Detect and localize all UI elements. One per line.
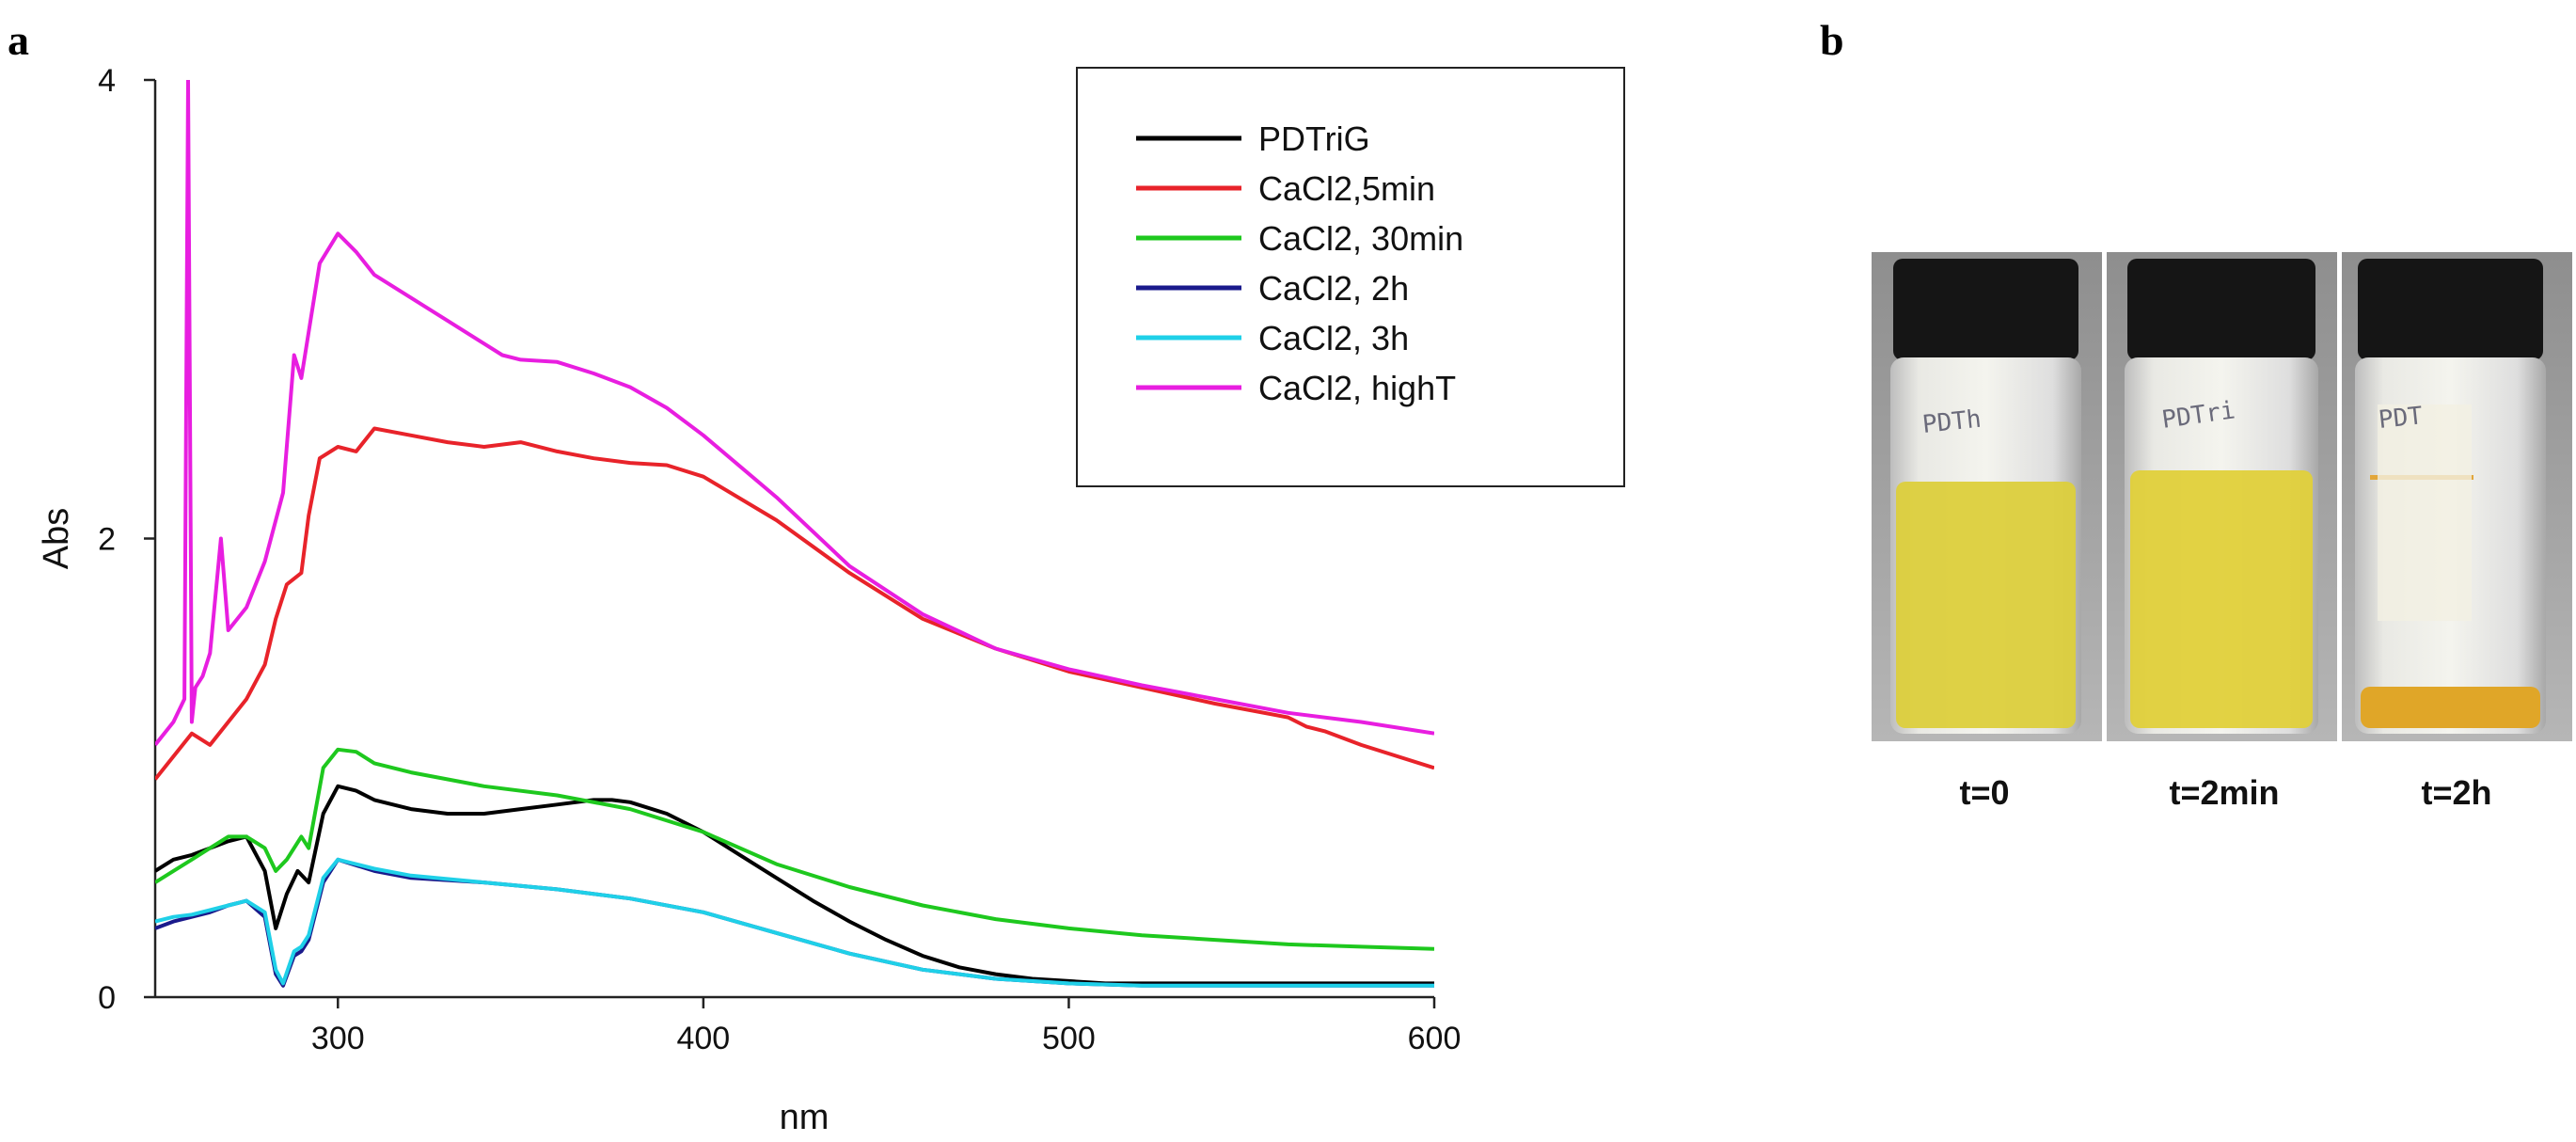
legend-entry-5: CaCl2, highT (1258, 369, 1456, 407)
caption-t2min: t=2min (2169, 773, 2279, 812)
x-axis-label: nm (780, 1098, 830, 1137)
y-axis-label: Abs (37, 508, 76, 569)
legend-entry-4: CaCl2, 3h (1258, 319, 1409, 357)
absorbance-chart: 300 400 500 600 0 2 4 Abs nm PDTriG CaCl2,5min C… (37, 63, 1625, 1137)
caption-t0: t=0 (1959, 773, 2009, 812)
vial-cap (2127, 259, 2315, 360)
legend-entry-1: CaCl2,5min (1258, 169, 1435, 208)
panel-label-a: a (8, 16, 29, 64)
panel-label-b: b (1820, 16, 1844, 64)
x-tick-label: 300 (311, 1021, 365, 1056)
legend-entry-0: PDTriG (1258, 119, 1370, 158)
vial-label-note: PDTh (1921, 405, 1983, 439)
series-line-2 (155, 747, 1434, 951)
vial-liquid (1896, 482, 2076, 728)
vial-photo-t0: PDTh (1872, 252, 2102, 741)
chart-axes: 300 400 500 600 0 2 4 (98, 63, 1461, 1056)
x-tick-label: 600 (1408, 1021, 1462, 1056)
series-line-1 (155, 426, 1434, 781)
x-tick-label: 500 (1042, 1021, 1096, 1056)
series-line-0 (155, 784, 1434, 986)
vial-liquid (2130, 470, 2313, 728)
vial-photo-t2h: PDT (2342, 252, 2572, 741)
series-layer (155, 80, 1434, 988)
vial-photo-t2min: PDTri (2107, 252, 2337, 741)
y-tick-label: 2 (98, 522, 116, 558)
y-tick-label: 0 (98, 980, 116, 1016)
y-tick-label: 4 (98, 63, 116, 99)
vial-photos: PDTh PDTri PDT t=0 t=2min t=2h (1872, 252, 2572, 812)
vial-cap (1893, 259, 2078, 360)
vial-cap (2358, 259, 2543, 360)
x-tick-label: 400 (676, 1021, 730, 1056)
caption-t2h: t=2h (2421, 773, 2491, 812)
legend: PDTriG CaCl2,5min CaCl2, 30min CaCl2, 2h CaC… (1076, 67, 1625, 487)
legend-entry-2: CaCl2, 30min (1258, 219, 1463, 258)
vial-sediment (2361, 687, 2540, 728)
vial-label-note: PDT (2378, 402, 2425, 435)
vial-paper-label (2378, 404, 2472, 621)
legend-entry-3: CaCl2, 2h (1258, 269, 1409, 308)
series-line-5 (155, 80, 1434, 747)
series-line-4 (155, 857, 1434, 988)
series-line-3 (155, 857, 1434, 988)
